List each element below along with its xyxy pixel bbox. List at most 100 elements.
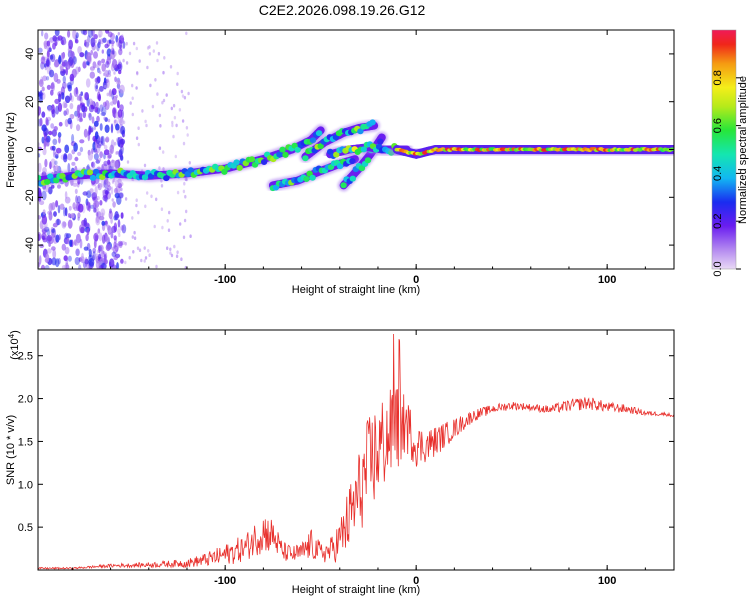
heat-noise-cell xyxy=(52,148,56,158)
heat-noise-cell xyxy=(69,102,74,110)
heat-noise-cell xyxy=(152,49,155,53)
heat-band-cell xyxy=(357,128,364,135)
heat-noise-cell xyxy=(121,224,127,234)
heat-noise-cell xyxy=(161,100,164,105)
heat-noise-cell xyxy=(97,61,100,65)
heat-noise-cell xyxy=(136,71,139,75)
heat-noise-cell xyxy=(91,161,94,168)
heat-noise-cell xyxy=(57,258,61,265)
heat-noise-cell xyxy=(69,92,72,101)
heat-noise-cell xyxy=(82,191,88,196)
heat-noise-cell xyxy=(77,46,82,54)
heat-noise-cell xyxy=(52,222,58,228)
heat-noise-cell xyxy=(117,79,121,84)
heat-noise-cell xyxy=(106,92,109,97)
heat-noise-cell xyxy=(175,254,179,258)
heat-noise-cell xyxy=(94,207,97,213)
heat-noise-cell xyxy=(133,230,136,235)
heat-noise-cell xyxy=(62,221,67,227)
heat-noise-cell xyxy=(158,166,161,170)
heat-noise-cell xyxy=(101,234,106,244)
heat-noise-cell xyxy=(113,71,116,75)
heat-noise-cell xyxy=(83,128,88,138)
heat-noise-cell xyxy=(49,69,55,78)
heat-noise-cell xyxy=(166,246,169,250)
heat-noise-cell xyxy=(104,259,108,265)
heat-noise-cell xyxy=(100,111,106,117)
heat-noise-cell xyxy=(83,92,89,101)
heat-noise-cell xyxy=(186,133,189,137)
heat-noise-cell xyxy=(96,143,102,149)
heat-noise-cell xyxy=(55,234,60,243)
heat-noise-cell xyxy=(107,56,110,60)
heat-noise-cell xyxy=(96,76,101,84)
heat-noise-cell xyxy=(68,39,73,50)
heat-band-cell xyxy=(86,169,94,176)
heat-noise-cell xyxy=(145,123,148,128)
heat-noise-cell xyxy=(88,258,95,267)
heat-noise-cell xyxy=(120,138,126,145)
heat-noise-cell xyxy=(146,65,149,70)
heat-noise-cell xyxy=(95,150,99,155)
heat-noise-cell xyxy=(170,106,173,111)
heat-noise-cell xyxy=(96,249,100,254)
heat-noise-cell xyxy=(53,61,60,68)
heat-band-cell xyxy=(303,176,310,182)
heat-noise-cell xyxy=(51,257,57,266)
heat-noise-cell xyxy=(73,239,77,246)
heat-noise-cell xyxy=(46,40,51,47)
heat-noise-cell xyxy=(101,58,106,64)
heat-noise-cell xyxy=(171,123,174,128)
heat-noise-cell xyxy=(73,87,79,97)
heat-noise-cell xyxy=(38,106,42,116)
heat-noise-cell xyxy=(104,43,109,49)
heat-noise-cell xyxy=(119,117,124,126)
heat-noise-cell xyxy=(107,159,111,165)
heat-noise-cell xyxy=(138,248,142,252)
heat-noise-cell xyxy=(107,118,111,123)
heat-noise-cell xyxy=(149,83,152,88)
heat-noise-cell xyxy=(155,41,159,45)
heat-noise-cell xyxy=(121,34,124,38)
heat-band-cell xyxy=(236,164,243,171)
heat-noise-cell xyxy=(189,234,192,238)
snr-background xyxy=(38,330,674,570)
heat-noise-cell xyxy=(93,34,98,40)
heat-noise-cell xyxy=(50,82,55,90)
heat-noise-cell xyxy=(182,141,186,146)
heat-noise-cell xyxy=(42,147,47,156)
heat-noise-cell xyxy=(86,60,90,66)
heat-noise-cell xyxy=(173,244,176,249)
heat-noise-cell xyxy=(38,47,43,53)
heat-noise-cell xyxy=(74,241,79,246)
snr-ytick-label: 2.0 xyxy=(18,394,33,406)
snr-ytick-label: 1.5 xyxy=(18,436,33,448)
heat-noise-cell xyxy=(98,39,101,45)
heat-noise-cell xyxy=(100,38,104,45)
heat-noise-cell xyxy=(146,191,149,195)
heat-noise-cell xyxy=(49,161,52,170)
heat-noise-cell xyxy=(62,154,68,163)
heat-noise-cell xyxy=(118,241,123,249)
heat-noise-cell xyxy=(87,55,92,63)
heat-noise-cell xyxy=(46,234,53,242)
heat-noise-cell xyxy=(46,116,52,122)
heat-noise-cell xyxy=(65,233,72,239)
heat-noise-cell xyxy=(57,35,63,41)
heat-band-cell xyxy=(163,175,170,182)
heat-noise-cell xyxy=(155,197,158,202)
heat-noise-cell xyxy=(64,262,69,269)
heat-noise-cell xyxy=(57,184,61,189)
heat-noise-cell xyxy=(61,221,67,229)
heat-noise-cell xyxy=(81,252,84,261)
heat-noise-cell xyxy=(98,215,105,221)
heat-noise-cell xyxy=(105,61,110,68)
heat-noise-cell xyxy=(111,180,115,184)
heat-noise-cell xyxy=(101,220,106,226)
heat-noise-cell xyxy=(77,151,82,156)
heat-noise-cell xyxy=(182,235,186,240)
heat-noise-cell xyxy=(154,78,157,82)
heat-noise-cell xyxy=(95,253,99,261)
heat-noise-cell xyxy=(44,63,47,68)
heat-noise-cell xyxy=(38,79,44,88)
